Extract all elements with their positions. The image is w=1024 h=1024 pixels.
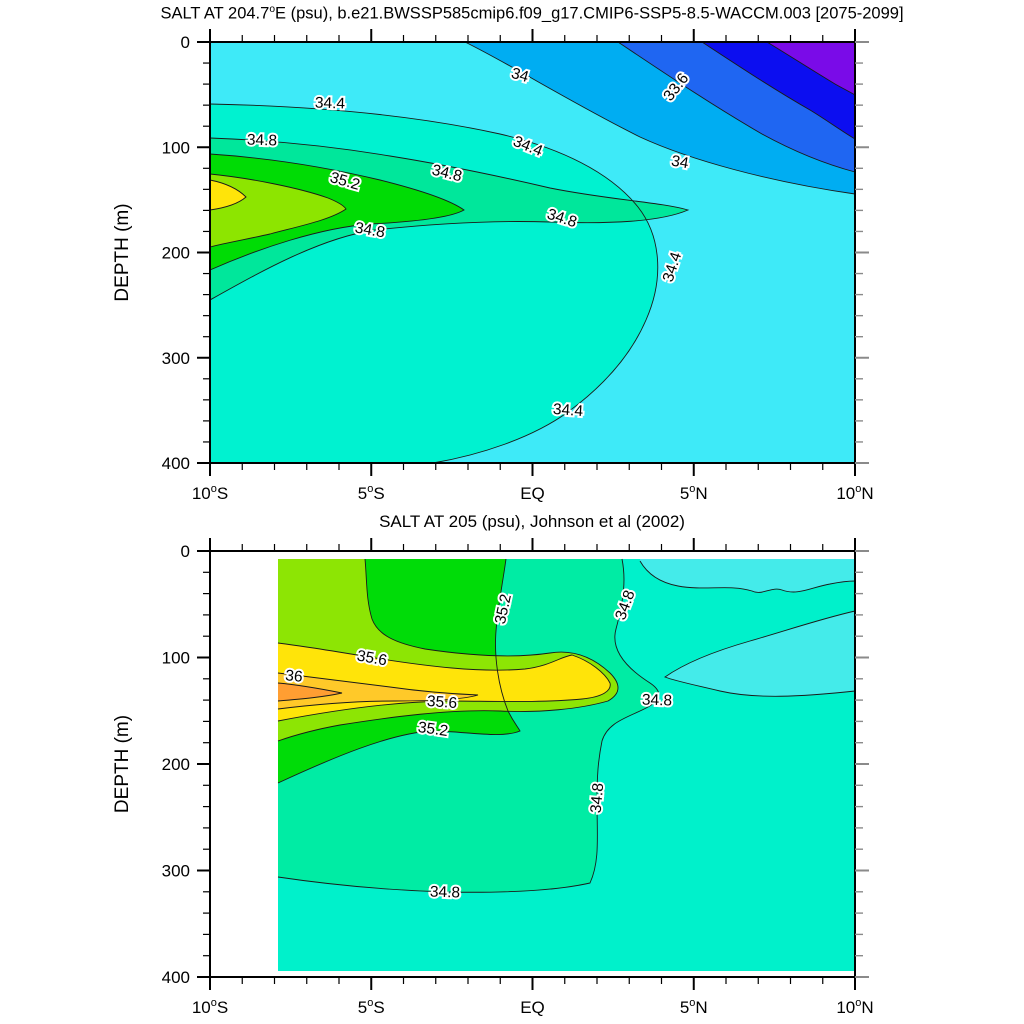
contour-label: 34.8: [247, 131, 278, 149]
contour-label: 34.8: [642, 691, 673, 709]
x-tick-text: 5: [358, 998, 367, 1017]
x-tick-label: 5oN: [680, 483, 708, 503]
band-gt-36.4: [278, 683, 342, 701]
x-tick-text: S: [217, 484, 228, 503]
x-tick-label: 5oS: [358, 997, 385, 1017]
top-panel-title: SALT AT 204.7oE (psu), b.e21.BWSSP585cmi…: [160, 4, 903, 24]
title-text: E (psu), b.e21.BWSSP585cmip6.f09_g17.CMI…: [275, 4, 904, 23]
contour-label: 34.8: [430, 883, 461, 901]
bottom-contour-lines: [277, 558, 856, 893]
x-tick-text: 10: [192, 998, 211, 1017]
y-tick-label: 200: [162, 244, 190, 263]
x-tick-label: EQ: [520, 998, 545, 1017]
contour-35.2: [209, 153, 465, 271]
band-34.0-34.4-strip: [640, 559, 855, 593]
degree-sign: o: [689, 997, 695, 1009]
x-tick-text: 5: [680, 998, 689, 1017]
contour-label: 34.4: [552, 401, 584, 420]
bottom-filled-bands: [278, 559, 855, 971]
contour-35.6-tongue: [277, 642, 611, 722]
contour-36.4: [277, 682, 343, 702]
y-tick-label: 300: [162, 862, 190, 881]
degree-sign: o: [211, 483, 217, 495]
y-axis-title: DEPTH (m): [112, 203, 133, 301]
y-axis-title: DEPTH (m): [112, 715, 133, 813]
contour-35.2: [277, 558, 521, 784]
x-tick-label: EQ: [520, 484, 545, 503]
title-text: SALT AT 205 (psu), Johnson et al (2002): [379, 512, 685, 531]
x-tick-text: N: [695, 484, 707, 503]
top-contour-labels: 343433.634.434.434.434.434.834.834.834.8…: [245, 63, 695, 422]
x-tick-text: N: [695, 998, 707, 1017]
bottom-contour-labels: 34.834.834.834.835.235.235.635.636: [282, 586, 674, 903]
contour-32.8: [766, 41, 856, 96]
degree-sign: o: [855, 997, 861, 1009]
x-tick-text: 10: [192, 484, 211, 503]
x-tick-text: S: [217, 998, 228, 1017]
y-tick-label: 100: [162, 138, 190, 157]
x-tick-text: EQ: [520, 998, 545, 1017]
contour-33.2: [701, 41, 856, 140]
x-tick-label: 10oN: [836, 997, 873, 1017]
x-tick-text: 10: [836, 484, 855, 503]
degree-sign: o: [367, 997, 373, 1009]
contour-35.6: [209, 173, 347, 248]
contour-label: 34.4: [315, 94, 346, 112]
contour-34.4: [209, 103, 659, 464]
contour-label: 36: [284, 667, 303, 686]
x-tick-text: 5: [680, 484, 689, 503]
degree-sign: o: [689, 483, 695, 495]
contour-36.0: [209, 179, 247, 211]
x-tick-label: 5oS: [358, 483, 385, 503]
y-tick-label: 0: [181, 33, 190, 52]
x-tick-label: 10oS: [192, 483, 228, 503]
title-text: o: [269, 4, 276, 15]
x-tick-text: 10: [836, 998, 855, 1017]
contour-label: 34.8: [430, 162, 463, 186]
contour-33.6: [617, 41, 856, 173]
contour-label: 35.6: [426, 693, 457, 712]
contour-34.4-wedge: [664, 610, 856, 697]
title-text: SALT AT 204.7: [160, 4, 270, 23]
contour-34.4-strip: [639, 560, 856, 593]
y-tick-label: 400: [162, 968, 190, 987]
x-tick-text: S: [373, 998, 384, 1017]
contour-34.0: [464, 41, 856, 195]
contour-label: 34: [670, 153, 690, 173]
x-tick-text: S: [373, 484, 384, 503]
x-tick-label: 10oN: [836, 483, 873, 503]
contour-35.6-outer: [277, 558, 619, 742]
contour-34.8: [209, 137, 690, 301]
band-34.0-34.4-wedge: [665, 611, 855, 697]
contour-label: 34.8: [588, 782, 608, 814]
bottom-contour-plot: 34.834.834.834.835.235.235.635.636 01002…: [112, 538, 874, 1017]
degree-sign: o: [211, 997, 217, 1009]
x-tick-text: 5: [358, 484, 367, 503]
x-tick-label: 5oN: [680, 997, 708, 1017]
y-tick-label: 200: [162, 755, 190, 774]
contour-36.0: [277, 672, 479, 710]
x-tick-text: EQ: [520, 484, 545, 503]
y-tick-label: 300: [162, 349, 190, 368]
top-contour-lines: [209, 41, 856, 464]
y-tick-label: 400: [162, 454, 190, 473]
top-contour-plot: 343433.634.434.434.434.434.834.834.834.8…: [112, 29, 874, 503]
contour-34.8: [277, 558, 660, 893]
degree-sign: o: [855, 483, 861, 495]
x-tick-text: N: [861, 484, 873, 503]
x-tick-label: 10oS: [192, 997, 228, 1017]
band-35.6-36.0: [210, 174, 346, 247]
y-tick-label: 0: [181, 542, 190, 561]
bottom-panel-title: SALT AT 205 (psu), Johnson et al (2002): [379, 512, 685, 532]
band-36.0-36.4: [278, 673, 478, 709]
y-tick-label: 100: [162, 649, 190, 668]
top-filled-bands: [210, 42, 855, 463]
x-tick-text: N: [861, 998, 873, 1017]
degree-sign: o: [367, 483, 373, 495]
